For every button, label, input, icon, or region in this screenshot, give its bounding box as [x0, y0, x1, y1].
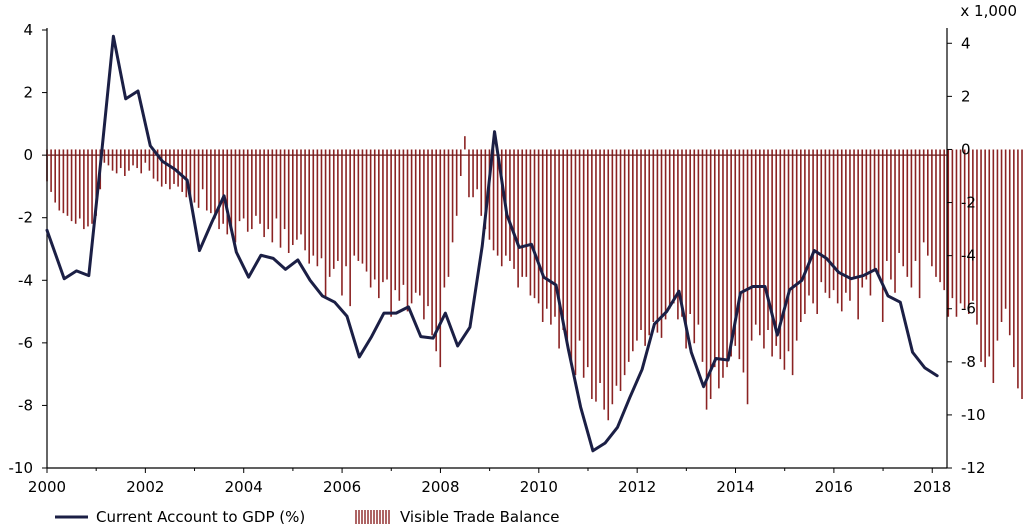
right-axis-tick-label: -12	[961, 459, 986, 477]
right-axis-tick-label: 2	[961, 87, 971, 105]
legend-bar-swatch	[355, 510, 390, 524]
left-axis-tick-label: -6	[18, 334, 33, 352]
right-axis-tick-label: -4	[961, 247, 976, 265]
right-axis-tick-label: -6	[961, 300, 976, 318]
right-axis-tick-label: -10	[961, 406, 986, 424]
left-axis-tick-label: 4	[23, 21, 33, 39]
x-axis-tick-label: 2014	[716, 478, 754, 496]
left-axis-tick-label: 2	[23, 84, 33, 102]
x-axis-tick-label: 2000	[28, 478, 66, 496]
left-axis-tick-label: -2	[18, 209, 33, 227]
x-axis-tick-label: 2010	[520, 478, 558, 496]
legend-line-label: Current Account to GDP (%)	[96, 508, 305, 526]
x-axis-tick-label: 2008	[421, 478, 459, 496]
x-axis-tick-label: 2002	[126, 478, 164, 496]
left-axis-tick-label: -4	[18, 271, 33, 289]
x-axis-tick-label: 2004	[225, 478, 263, 496]
x-axis-tick-label: 2018	[913, 478, 951, 496]
right-axis-tick-label: 4	[961, 34, 971, 52]
chart-axes	[42, 28, 952, 473]
x-axis-tick-label: 2012	[618, 478, 656, 496]
right-axis-tick-label: -8	[961, 353, 976, 371]
legend-bar-label: Visible Trade Balance	[400, 508, 559, 526]
x-axis-tick-label: 2006	[323, 478, 361, 496]
right-axis-unit-label: x 1,000	[960, 2, 1017, 20]
left-axis-tick-label: -10	[9, 459, 34, 477]
right-axis-tick-label: -2	[961, 194, 976, 212]
current-account-line	[45, 34, 939, 453]
left-axis-tick-label: -8	[18, 396, 33, 414]
x-axis-tick-label: 2016	[815, 478, 853, 496]
chart-tick-labels: 4 2 0 -2 -4 -6 -8 -10 4 2 0 -2 -4 -6 -8 -10 -12 x 1,000 20…	[9, 2, 1018, 496]
current-account-line-layer	[45, 34, 939, 453]
right-axis-tick-label: 0	[961, 140, 971, 158]
trade-balance-bars	[46, 136, 1023, 421]
legend: Current Account to GDP (%) Visible Trade…	[55, 508, 559, 526]
left-axis-tick-label: 0	[23, 146, 33, 164]
